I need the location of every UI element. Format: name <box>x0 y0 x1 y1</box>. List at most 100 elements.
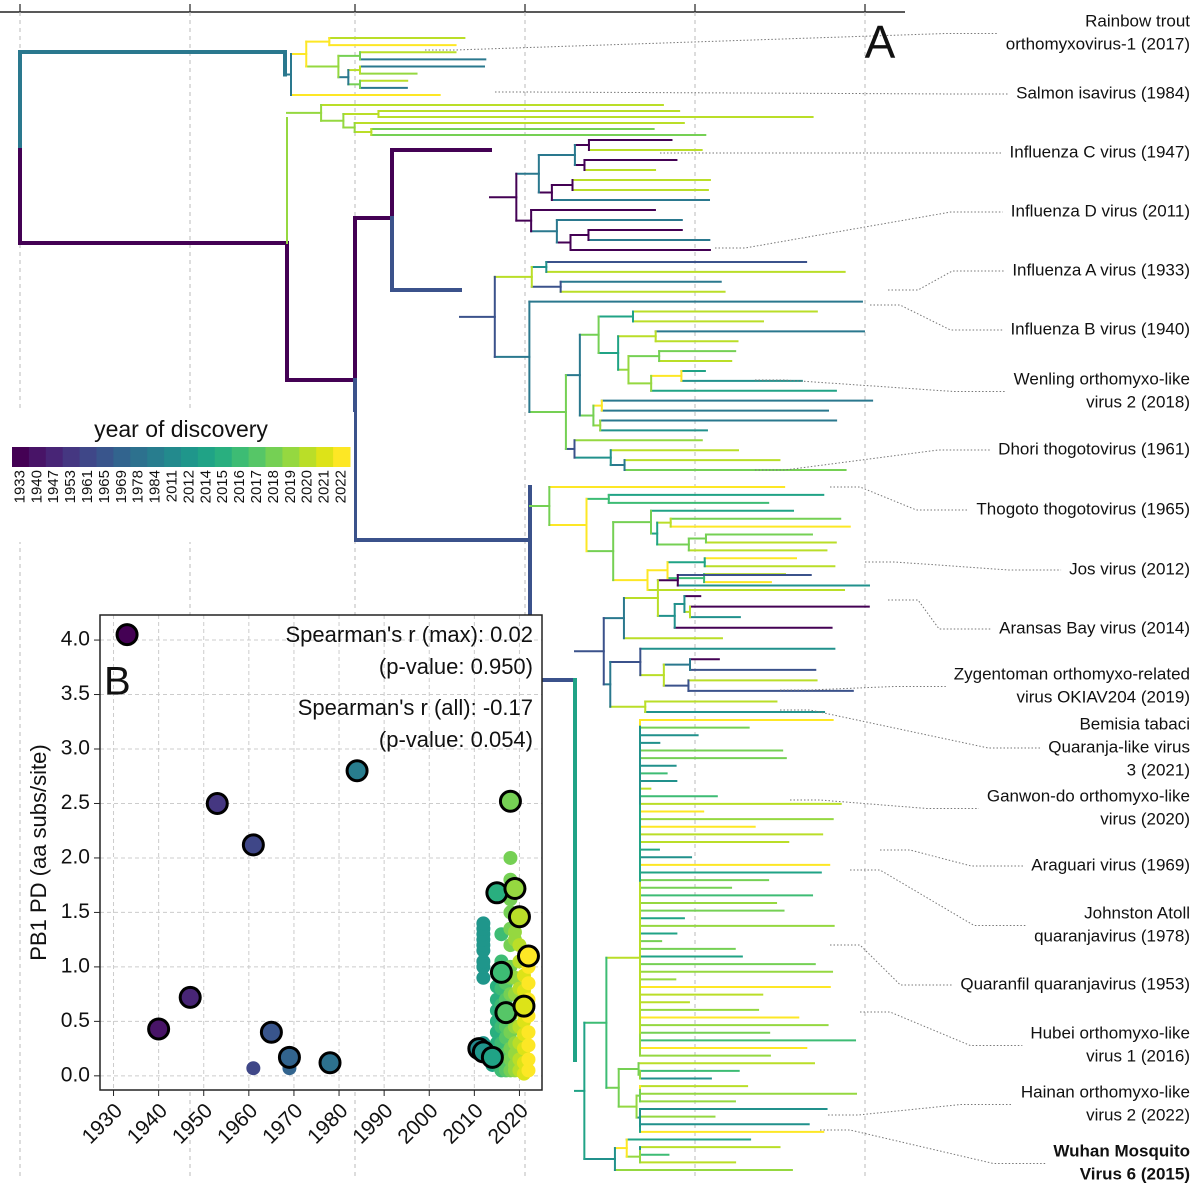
colorbar-cell <box>147 447 165 467</box>
colorbar-label: 2016 <box>231 470 248 503</box>
leaf-label: Aransas Bay virus (2014) <box>999 618 1190 637</box>
leader-line <box>830 944 953 986</box>
annotation: (p-value: 0.950) <box>379 654 533 679</box>
colorbar-cell <box>113 447 131 467</box>
colorbar-bg <box>8 412 354 542</box>
x-tick-label: 1970 <box>258 1099 307 1148</box>
leaf-label: Bemisia tabaci <box>1079 714 1190 733</box>
colorbar-label: 1978 <box>130 470 147 503</box>
leaf-label: Wuhan Mosquito <box>1053 1141 1190 1160</box>
panel-label: A <box>865 16 896 68</box>
annotation: (p-value: 0.054) <box>379 727 533 752</box>
leaf-label: Influenza A virus (1933) <box>1012 260 1190 279</box>
y-axis-label: PB1 PD (aa subs/site) <box>26 744 51 960</box>
leaf-label: Johnston Atoll <box>1084 903 1190 922</box>
y-tick-label: 1.5 <box>61 900 90 923</box>
colorbar-cell <box>164 447 182 467</box>
colorbar-title: year of discovery <box>94 416 268 442</box>
point <box>277 1045 301 1069</box>
colorbar-label: 1984 <box>147 470 164 503</box>
leader-line <box>820 1129 1046 1164</box>
point <box>503 850 518 865</box>
y-tick-label: 1.0 <box>61 954 90 977</box>
point <box>476 916 491 931</box>
leader-line <box>880 849 1024 867</box>
colorbar-cell <box>130 447 148 467</box>
colorbar-label: 2012 <box>180 470 197 503</box>
point <box>521 1025 536 1040</box>
annotation: Spearman's r (max): 0.02 <box>285 622 533 647</box>
colorbar-cell <box>28 447 47 467</box>
colorbar-label: 2017 <box>248 470 265 503</box>
annotation: Spearman's r (all): -0.17 <box>298 695 533 720</box>
leaf-label: virus 1 (2016) <box>1086 1046 1190 1065</box>
colorbar-cell <box>299 447 317 467</box>
leaf-label: 3 (2021) <box>1127 760 1190 779</box>
y-tick-label: 3.5 <box>61 682 90 705</box>
point <box>178 985 202 1009</box>
point <box>480 1045 504 1069</box>
leader-line <box>425 33 998 51</box>
point <box>241 833 265 857</box>
colorbar-label: 2022 <box>333 470 350 503</box>
x-tick-label: 1930 <box>78 1099 127 1148</box>
leader-line <box>755 449 991 471</box>
colorbar-cell <box>282 447 300 467</box>
leader-line <box>755 379 1006 392</box>
leader-line <box>888 270 1005 291</box>
y-tick-label: 0.5 <box>61 1009 90 1032</box>
point <box>512 994 536 1018</box>
point <box>507 905 531 929</box>
colorbar-cell <box>62 447 81 467</box>
leader-line <box>780 686 946 691</box>
leaf-label: orthomyxovirus-1 (2017) <box>1006 34 1190 53</box>
x-tick-label: 2000 <box>393 1099 442 1148</box>
colorbar-label: 1940 <box>28 470 45 503</box>
colorbar-cell <box>333 447 351 467</box>
leaf-label: Influenza D virus (2011) <box>1011 201 1190 220</box>
leaf-label: Dhori thogotovirus (1961) <box>998 439 1190 458</box>
colorbar-label: 2021 <box>316 470 333 503</box>
point <box>521 1063 536 1078</box>
x-tick-label: 1960 <box>213 1099 262 1148</box>
point <box>259 1020 283 1044</box>
leaf-label: Influenza C virus (1947) <box>1010 142 1190 161</box>
x-tick-label: 1980 <box>303 1099 352 1148</box>
colorbar-label: 2018 <box>265 470 282 503</box>
colorbar-cell <box>248 447 266 467</box>
leaf-label: Quaranfil quaranjavirus (1953) <box>960 974 1190 993</box>
point <box>476 954 491 969</box>
point <box>521 1052 536 1067</box>
tree-panel: Rainbow trout orthomyxovirus-1 (2017) Salm… <box>0 4 1190 1183</box>
leaf-label: Zygentoman orthomyxo-related <box>954 664 1190 683</box>
leaf-label: Quaranja-like virus <box>1048 737 1190 756</box>
point <box>503 876 527 900</box>
point <box>147 1017 171 1041</box>
panel-label: B <box>104 660 131 704</box>
leader-line <box>495 91 1009 95</box>
leader-line <box>888 599 992 630</box>
plot-frame <box>99 614 543 1091</box>
colorbar-label: 1947 <box>45 470 62 503</box>
leader-line <box>790 799 979 809</box>
leaf-label: Rainbow trout <box>1085 11 1190 30</box>
colorbar-label: 1965 <box>96 470 113 503</box>
point <box>318 1051 342 1075</box>
colorbar-label: 1933 <box>11 470 28 503</box>
colorbar-cell <box>96 447 114 467</box>
colorbar-label: 1969 <box>113 470 130 503</box>
y-tick-label: 0.0 <box>61 1063 90 1086</box>
point <box>345 759 369 783</box>
colorbar-cell <box>79 447 97 467</box>
leaf-label: Thogoto thogotovirus (1965) <box>976 499 1190 518</box>
leaf-label: Hubei orthomyxo-like <box>1030 1023 1190 1042</box>
y-tick-label: 2.5 <box>61 791 90 814</box>
x-tick-label: 1990 <box>348 1099 397 1148</box>
point <box>507 925 522 940</box>
plot-area <box>100 615 542 1090</box>
colorbar-cell <box>197 447 216 467</box>
colorbar-cell <box>231 447 250 467</box>
leader-line <box>780 709 1041 749</box>
colorbar-cell <box>265 447 283 467</box>
